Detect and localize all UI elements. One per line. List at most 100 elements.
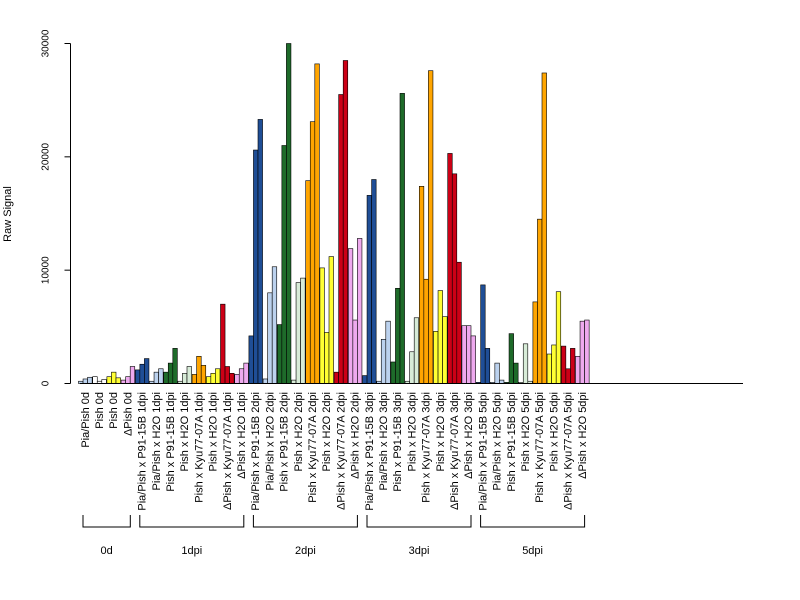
group-bracket (139, 515, 245, 528)
x-tick-label: Pia/Pish x H2O 2dpi (264, 392, 276, 490)
bar (447, 153, 453, 384)
x-tick-label: ΔPish x Kyu77-07A 2dpi (335, 392, 347, 510)
bar (262, 378, 268, 384)
x-tick-label: Pia/Pish x H2O 5dpi (492, 392, 504, 490)
bar (537, 218, 543, 384)
bar (257, 119, 263, 384)
y-tick-label: 30000 (41, 29, 52, 57)
x-tick-label: Pish x H2O 2dpi (293, 392, 305, 471)
bar (163, 371, 169, 384)
bar (220, 303, 226, 384)
bar (390, 361, 396, 384)
bar (243, 362, 249, 384)
bar (366, 195, 372, 384)
bar (234, 374, 240, 384)
bar (570, 348, 576, 384)
bar (347, 248, 354, 384)
bar (395, 287, 401, 384)
bar (172, 348, 178, 384)
bar (248, 335, 254, 384)
bar (513, 362, 519, 384)
bar (129, 366, 136, 384)
bar (191, 374, 197, 384)
x-tick-label: ΔPish x H2O 5dpi (577, 392, 589, 479)
bar (328, 256, 334, 384)
x-tick-label: ΔPish x H2O 1dpi (236, 392, 248, 479)
x-tick-label: Pish x Kyu77-07A 1dpi (193, 392, 205, 503)
y-tick-label: 0 (41, 380, 52, 386)
bar (499, 379, 505, 384)
bar (224, 366, 230, 384)
x-tick-label: Pish x H2O 3dpi (406, 392, 418, 471)
bar (494, 362, 500, 384)
bar (555, 291, 562, 384)
bar (433, 331, 439, 384)
bar (461, 325, 467, 384)
bar (158, 368, 164, 384)
bar (409, 351, 415, 384)
group-brackets: 0d 1dpi 2dpi 3dpi 5dpi (82, 515, 586, 557)
bar (101, 379, 107, 384)
bar (276, 324, 283, 384)
bar (186, 366, 192, 384)
bar (541, 72, 547, 384)
bar (314, 63, 320, 384)
x-tick-label: Pia/Pish x H2O 1dpi (151, 392, 163, 490)
bar (451, 173, 458, 384)
bar (560, 345, 567, 384)
bar (267, 292, 273, 384)
x-tick-label: Pish x H2O 5dpi (548, 392, 560, 471)
bar (399, 93, 405, 384)
x-tick-label: Pish x P91-15B 5dpi (506, 392, 518, 492)
bar (508, 333, 514, 384)
bar (196, 355, 202, 384)
bar (229, 372, 235, 384)
bar (319, 267, 325, 384)
bar (238, 368, 245, 384)
bar (385, 320, 391, 384)
bar (338, 94, 344, 384)
x-tick-label: ΔPish x Kyu77-07A 1dpi (222, 392, 234, 510)
x-tick-label: Pia/Pish x P91-15B 3dpi (364, 392, 376, 511)
bar (253, 149, 259, 384)
group-label: 1dpi (181, 545, 202, 557)
group-label: 0d (100, 545, 112, 557)
bar (215, 368, 221, 384)
bar (144, 358, 150, 384)
x-tick-label: Pish x H2O 1dpi (179, 392, 191, 471)
group-bracket (480, 515, 586, 528)
x-tick-label: Pish x P91-15B 2dpi (279, 392, 291, 492)
x-tick-label: Pish x H2O 3dpi (435, 392, 447, 471)
bar (106, 376, 112, 384)
bar (565, 368, 571, 384)
bar (115, 377, 121, 384)
bar (546, 353, 552, 384)
bar (532, 301, 538, 384)
bar (210, 372, 216, 384)
x-tick-label: ΔPish x Kyu77-07A 3dpi (449, 392, 461, 510)
bar (380, 338, 387, 384)
y-axis: 0 10000 20000 30000 (41, 29, 71, 386)
bar (522, 343, 529, 384)
bar (333, 371, 339, 384)
bar (470, 335, 476, 384)
group-bracket (366, 515, 472, 528)
x-tick-label: Pia/Pish x H2O 3dpi (378, 392, 390, 490)
x-tick-label: Pia/Pish x P91-15B 1dpi (137, 392, 149, 511)
bar (135, 369, 141, 384)
bar (437, 290, 443, 384)
x-tick-label: ΔPish x Kyu77-07A 5dpi (563, 392, 575, 510)
x-tick-label: Pish x P91-15B 1dpi (165, 392, 177, 492)
bar (111, 371, 117, 384)
bar (281, 145, 287, 384)
y-axis-title: Raw Signal (2, 186, 14, 242)
group-label: 2dpi (295, 545, 316, 557)
bar (484, 348, 491, 384)
bar (575, 355, 581, 384)
bar (309, 121, 316, 384)
bar (584, 319, 590, 384)
bar (324, 332, 330, 384)
x-tick-label: Pish x Kyu77-07A 3dpi (421, 392, 433, 503)
bar (357, 238, 363, 384)
